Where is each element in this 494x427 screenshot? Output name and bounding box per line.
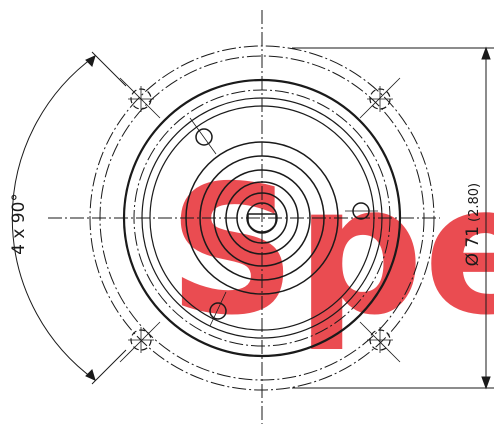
construction-circles — [89, 45, 435, 391]
mounting-holes — [119, 77, 401, 363]
diameter-label-group: Ø 71 (2.80) — [463, 183, 483, 267]
mounting-hole-top-right — [367, 86, 393, 112]
shaft-d-profile — [247, 213, 277, 233]
inner-holes — [189, 117, 378, 327]
angular-pattern-label: 4 x 90° — [9, 193, 29, 255]
mounting-hole-bottom-right — [367, 327, 393, 353]
diameter-label: Ø 71 — [463, 226, 483, 266]
inner-hole-upper-left — [195, 128, 213, 146]
flange-body — [122, 78, 402, 358]
angular-dimension — [11, 51, 127, 385]
inner-boss — [185, 141, 339, 295]
diameter-inch-label: (2.80) — [467, 183, 482, 222]
inner-hole-lower-left — [209, 302, 227, 320]
mounting-hole-bottom-left — [128, 327, 154, 353]
diameter-dimension — [292, 46, 494, 390]
